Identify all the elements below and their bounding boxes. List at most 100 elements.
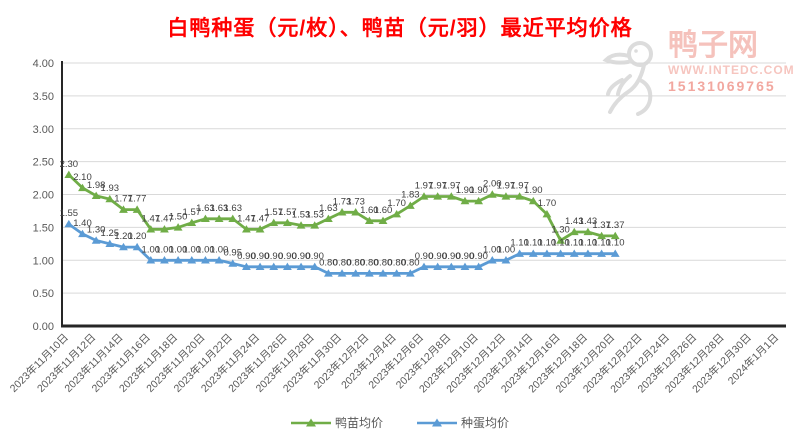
triangle-marker-icon [446,192,456,200]
data-label: 1.10 [579,238,598,249]
x-axis-tick-labels: 2023年11月10日2023年11月12日2023年11月14日2023年11… [7,331,781,396]
triangle-marker-icon [282,262,292,271]
data-label: 1.90 [469,185,488,196]
triangle-marker-icon [378,216,388,224]
data-label: 1.37 [592,220,611,231]
data-label: 1.93 [101,183,120,194]
triangle-marker-icon [132,242,142,251]
triangle-marker-icon [242,262,251,271]
triangle-marker-icon [528,249,538,257]
triangle-marker-icon [569,249,579,257]
data-label: 2.30 [60,159,79,170]
triangle-marker-icon [269,218,279,226]
data-label: 2.00 [483,179,502,190]
data-label: 0.90 [251,251,270,262]
data-label: 1.00 [196,244,215,255]
data-label: 1.10 [551,238,570,249]
data-label: 1.43 [579,216,598,227]
data-label: 1.97 [428,180,447,191]
data-label: 0.80 [387,257,406,268]
legend-item-鸭苗均价: 鸭苗均价 [290,414,383,431]
triangle-marker-icon [515,249,525,257]
triangle-marker-icon [392,210,402,218]
data-label: 1.57 [278,207,297,218]
triangle-marker-icon [597,231,606,240]
data-label: 1.00 [483,244,502,255]
triangle-marker-icon [583,249,593,257]
triangle-marker-icon [460,262,470,271]
data-label: 1.37 [606,220,625,231]
data-label: 1.90 [456,185,475,196]
data-label: 0.90 [415,251,434,262]
triangle-marker-icon [255,262,265,271]
data-label: 1.60 [374,205,393,216]
triangle-marker-icon [364,269,374,277]
triangle-marker-icon [405,201,415,209]
triangle-marker-icon [146,225,156,233]
data-label: 1.20 [128,231,147,242]
data-label: 1.47 [155,213,174,224]
data-label: 1.97 [415,180,434,191]
triangle-marker-icon [119,205,128,213]
data-label: 1.10 [606,238,625,249]
triangle-marker-icon [91,191,101,200]
triangle-marker-icon [528,196,538,205]
data-label: 1.97 [442,180,461,191]
data-label: 1.00 [169,244,188,255]
data-label: 1.70 [538,198,557,209]
data-label: 0.80 [374,257,393,268]
y-tick-label: 4.00 [33,58,54,70]
data-label: 1.43 [565,216,584,227]
data-label: 1.40 [73,218,92,229]
y-tick-label: 1.00 [33,255,54,267]
triangle-marker-icon [610,231,620,240]
triangle-marker-icon [515,192,525,200]
triangle-marker-icon [269,262,279,271]
triangle-marker-icon [392,269,402,277]
triangle-marker-icon [119,242,128,251]
triangle-marker-icon [173,223,183,231]
triangle-marker-icon [501,256,511,264]
triangle-marker-icon [255,225,265,233]
triangle-marker-icon [556,236,566,244]
triangle-marker-icon [323,269,333,277]
data-label: 1.47 [237,213,256,224]
legend-item-种蛋均价: 种蛋均价 [417,414,509,431]
triangle-marker-icon [597,249,606,257]
y-tick-label: 3.00 [33,124,54,136]
triangle-marker-icon [378,269,388,277]
data-label: 0.90 [456,251,475,262]
data-label: 2.10 [73,172,92,183]
y-tick-label: 2.00 [33,190,54,202]
triangle-marker-icon [105,194,115,203]
triangle-marker-icon [323,214,333,223]
triangle-marker-icon [556,249,566,257]
data-label: 1.63 [210,203,229,214]
triangle-marker-icon [310,262,320,271]
data-label: 1.97 [497,180,516,191]
data-label: 1.57 [264,207,283,218]
triangle-marker-icon [569,227,579,236]
data-label: 1.10 [524,238,543,249]
data-label: 0.95 [224,248,243,259]
data-label: 1.60 [360,205,379,216]
data-label: 1.30 [87,225,106,236]
data-label: 1.98 [87,180,106,191]
triangle-marker-icon [296,262,306,271]
triangle-marker-icon [487,256,497,264]
data-label: 0.80 [319,257,338,268]
triangle-marker-icon [78,183,87,192]
data-label: 0.90 [469,251,488,262]
legend-label: 种蛋均价 [461,416,510,430]
triangle-marker-icon [242,225,251,233]
triangle-marker-icon [419,262,429,271]
data-label: 0.90 [264,251,283,262]
triangle-marker-icon [487,190,497,198]
triangle-marker-icon [201,214,210,223]
data-label: 1.10 [592,238,611,249]
data-label: 0.80 [360,257,379,268]
data-label: 1.25 [101,228,120,239]
y-axis-tick-labels: 4.00 3.50 3.00 2.50 2.00 1.50 1.00 0.50 0.00 [33,58,54,333]
series-种蛋均价: 1.551.401.301.251.201.201.001.001.001.00… [60,208,625,277]
